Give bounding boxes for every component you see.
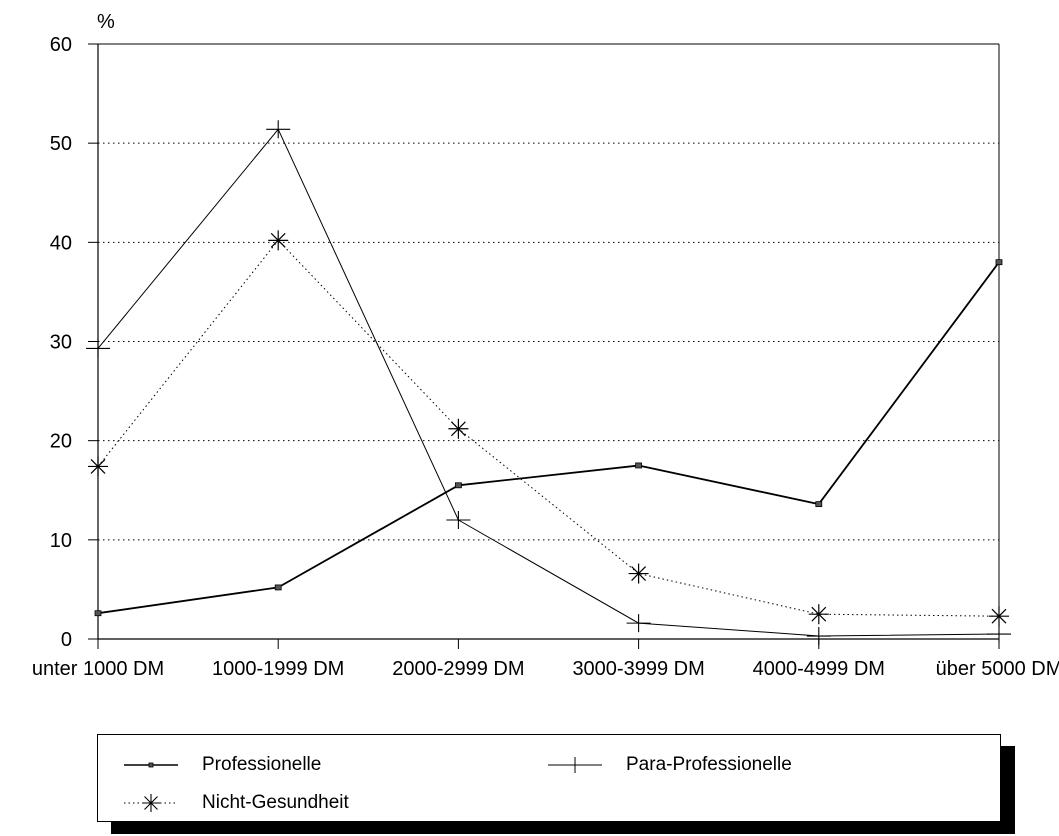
series-line: [97, 128, 1000, 637]
marker-stroke: [450, 421, 466, 437]
x-tick-label: 4000-4999 DM: [753, 658, 885, 680]
data-point: [448, 418, 469, 439]
y-tick-label: 30: [50, 332, 72, 354]
marker-stroke: [270, 232, 286, 248]
marker-stroke: [811, 606, 827, 622]
data-point: [86, 339, 110, 358]
series-line: [97, 261, 1000, 615]
y-axis-label: %: [97, 11, 115, 33]
series: [86, 120, 1011, 646]
data-point: [987, 625, 1011, 644]
legend-swatch-nicht-gesundheit: [124, 794, 178, 812]
data-point: [626, 614, 651, 633]
marker-stroke: [991, 608, 1007, 624]
data-point: [446, 511, 471, 529]
data-point: [266, 120, 291, 139]
chart: 0 10 20 30 40 50 60 unter 1000 DM 1000-1999 DM 2…: [32, 11, 1059, 680]
y-tick-label: 40: [50, 232, 72, 254]
legend-swatch-professionelle: [124, 762, 178, 768]
data-point: [989, 606, 1009, 627]
x-tick-label: 1000-1999 DM: [212, 658, 344, 680]
marker-stroke: [90, 459, 106, 474]
legend-item-professionelle: Professionelle: [124, 751, 321, 779]
gridlines: [98, 142, 999, 541]
data-point: [808, 604, 829, 625]
legend-label-professionelle: Professionelle: [202, 754, 322, 775]
legend-swatch-para-professionelle: [548, 757, 602, 773]
y-axis-ticks: 0 10 20 30 40 50 60: [50, 34, 98, 651]
x-tick-label: über 5000 DM: [936, 658, 1059, 680]
marker-stroke: [631, 566, 647, 581]
y-tick-label: 20: [50, 431, 72, 453]
legend-item-nicht-gesundheit: Nicht-Gesundheit: [124, 789, 349, 817]
data-point: [815, 501, 823, 508]
data-point: [806, 627, 831, 646]
series-line: [97, 239, 1000, 617]
x-axis-ticks: unter 1000 DM 1000-1999 DM 2000-2999 DM 300…: [32, 639, 1059, 680]
data-point: [274, 584, 282, 591]
legend-item-para-professionelle: Para-Professionelle: [548, 751, 792, 779]
data-point: [635, 462, 642, 469]
x-tick-label: unter 1000 DM: [32, 658, 164, 680]
series-2: [88, 230, 1009, 627]
legend-label-nicht-gesundheit: Nicht-Gesundheit: [202, 792, 349, 813]
data-point: [995, 259, 1003, 266]
y-tick-label: 60: [50, 34, 72, 56]
legend-label-para-professionelle: Para-Professionelle: [626, 754, 792, 775]
data-point: [268, 230, 289, 251]
legend: Professionelle Para-Professionelle Nicht…: [97, 734, 1001, 822]
y-tick-label: 0: [61, 629, 72, 651]
series-1: [86, 120, 1011, 646]
data-point: [628, 563, 649, 584]
y-tick-label: 50: [50, 133, 72, 155]
series-0: [94, 259, 1003, 617]
x-tick-label: 2000-2999 DM: [392, 658, 524, 680]
data-point: [88, 456, 108, 477]
y-tick-label: 10: [50, 530, 72, 552]
data-point: [94, 610, 102, 617]
x-tick-label: 3000-3999 DM: [572, 658, 704, 680]
data-point: [454, 482, 462, 489]
